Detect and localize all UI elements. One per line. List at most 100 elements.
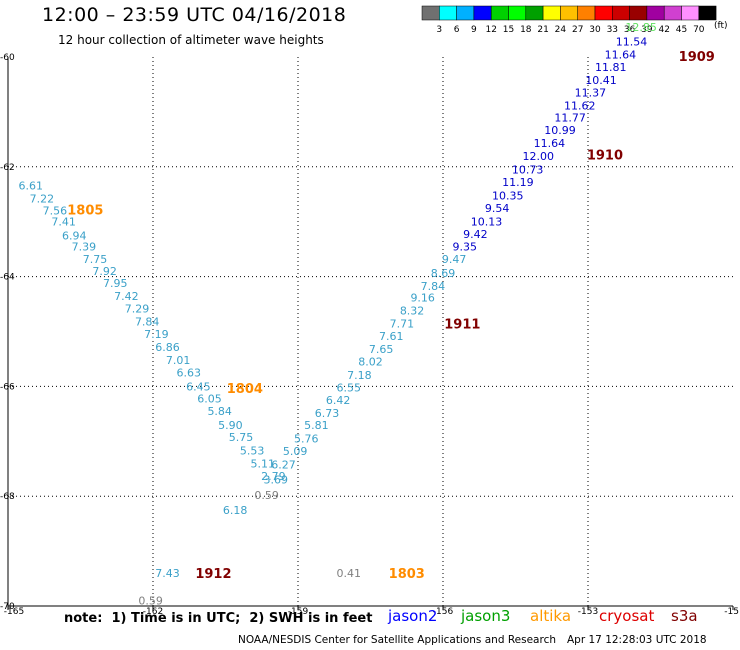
wave-height-label: 10.73 <box>512 164 544 177</box>
color-scale-unit: (ft) <box>714 21 728 31</box>
colorbar-label: 18 <box>520 25 532 35</box>
wave-height-label: 10.35 <box>492 189 524 202</box>
x-tick-label: -15 <box>724 607 739 617</box>
wave-height-label: 7.42 <box>114 290 139 303</box>
colorbar-label: 42 <box>658 25 669 35</box>
satellite-legend-jason3: jason3 <box>461 607 511 625</box>
wave-height-label: 6.55 <box>337 381 362 394</box>
x-tick-label: -165 <box>4 607 24 617</box>
wave-height-label: 6.42 <box>326 394 351 407</box>
wave-height-label: 6.27 <box>271 458 296 471</box>
wave-height-label: 6.45 <box>186 380 211 393</box>
wave-height-label: 6.05 <box>197 392 222 405</box>
wave-height-label: 11.64 <box>534 137 566 150</box>
satellite-legend-s3a: s3a <box>671 607 698 625</box>
wave-height-label: 5.81 <box>304 419 329 432</box>
wave-height-label: 9.42 <box>463 228 488 241</box>
pass-annotation: 1910 <box>587 149 623 164</box>
colorbar-label: 45 <box>676 25 687 35</box>
wave-height-label: 7.41 <box>51 216 76 229</box>
chart-title: 12:00 – 23:59 UTC 04/16/2018 <box>42 4 347 26</box>
wave-height-label: 11.54 <box>616 36 648 49</box>
y-tick-label: -68 <box>0 492 15 502</box>
generated-timestamp: Apr 17 12:28:03 UTC 2018 <box>567 634 707 646</box>
wave-height-label: 7.01 <box>166 354 191 367</box>
wave-height-label: 0.41 <box>337 567 362 580</box>
colorbar-label: 12 <box>485 25 496 35</box>
colorbar-swatch <box>698 5 717 21</box>
wave-height-label: 7.65 <box>369 343 394 356</box>
wave-height-label: 7.56 <box>43 205 68 218</box>
colorbar-label: 24 <box>555 25 567 35</box>
colorbar-label: 36 <box>624 25 636 35</box>
pass-annotation: 1805 <box>67 204 103 219</box>
wave-height-label: 7.61 <box>379 330 404 343</box>
wave-height-label: 8.69 <box>431 267 456 280</box>
wave-height-label: 3.69 <box>264 474 289 487</box>
wave-height-label: 11.19 <box>502 176 534 189</box>
wave-height-label: 6.94 <box>62 229 87 242</box>
color-scale-legend: 3 6 9 12 15 18 21 24 27 30 33 36 39 42 45 70 <box>421 5 717 35</box>
y-tick-label: -70 <box>0 602 15 612</box>
wave-height-label: 6.61 <box>18 179 43 192</box>
pass-annotation: 1912 <box>195 567 231 582</box>
pass-annotation: 1804 <box>227 382 263 397</box>
y-tick-label: -60 <box>0 53 15 63</box>
y-tick-label: -66 <box>0 382 15 392</box>
pass-annotation: 1909 <box>679 50 715 65</box>
wave-height-label: 11.81 <box>595 61 627 74</box>
wave-height-label: 8.32 <box>400 305 425 318</box>
wave-height-label: 11.62 <box>564 99 596 112</box>
x-tick-label: -156 <box>433 607 454 617</box>
wave-height-label: 7.75 <box>83 253 108 266</box>
wave-height-label: 5.84 <box>207 405 232 418</box>
x-tick-label: -153 <box>578 607 598 617</box>
pass-annotation: 1803 <box>389 567 425 582</box>
pass-annotation: 1911 <box>444 317 480 332</box>
wave-height-label: 12.00 <box>522 150 554 163</box>
credit-line: NOAA/NESDIS Center for Satellite Applica… <box>238 634 556 646</box>
wave-height-label: 7.95 <box>103 277 128 290</box>
colorbar-label: 70 <box>693 25 705 35</box>
wave-height-label: 7.71 <box>390 317 415 330</box>
wave-height-label: 10.99 <box>544 124 576 137</box>
colorbar-label: 9 <box>471 25 477 35</box>
wave-height-label: 9.54 <box>485 202 510 215</box>
wave-height-label: 7.22 <box>30 193 55 206</box>
wave-height-label: 6.86 <box>155 341 180 354</box>
satellite-legend-cryosat: cryosat <box>599 607 655 625</box>
wave-height-label: 2.79 <box>261 470 286 483</box>
y-tick-label: -62 <box>0 163 15 173</box>
colorbar-label: 27 <box>572 25 583 35</box>
wave-height-label: 11.77 <box>554 111 586 124</box>
wave-height-label: 6.73 <box>315 407 340 420</box>
y-tick-label: -64 <box>0 273 15 283</box>
wave-height-label: 9.16 <box>410 291 435 304</box>
wave-height-label: 6.18 <box>223 504 248 517</box>
wave-height-label: 7.92 <box>92 265 117 278</box>
wave-height-label: 5.53 <box>240 445 265 458</box>
wave-height-label: 11.37 <box>575 87 607 100</box>
colorbar-label: 21 <box>537 25 548 35</box>
wave-height-label: 6.63 <box>177 367 202 380</box>
wave-height-label: 7.29 <box>125 302 150 315</box>
wave-height-label: 10.41 <box>585 74 617 87</box>
colorbar-label: 3 <box>436 25 442 35</box>
x-tick-label: -159 <box>288 607 309 617</box>
wave-height-label: 7.19 <box>144 328 169 341</box>
footer-note: note: 1) Time is in UTC; 2) SWH is in fe… <box>64 611 373 626</box>
wave-height-label: 8.02 <box>358 356 383 369</box>
chart-subtitle: 12 hour collection of altimeter wave hei… <box>58 33 324 47</box>
wave-height-label: 7.43 <box>155 567 180 580</box>
wave-height-label: 7.18 <box>347 369 372 382</box>
wave-height-label: 10.13 <box>471 216 503 229</box>
wave-height-label: 9.35 <box>453 240 478 253</box>
wave-height-label: 5.09 <box>283 445 308 458</box>
wave-height-label: 11.64 <box>605 48 637 61</box>
colorbar-label: 39 <box>641 25 653 35</box>
wave-height-label: 5.11 <box>250 457 275 470</box>
wave-height-label: 5.90 <box>218 419 243 432</box>
colorbar-label: 15 <box>503 25 514 35</box>
